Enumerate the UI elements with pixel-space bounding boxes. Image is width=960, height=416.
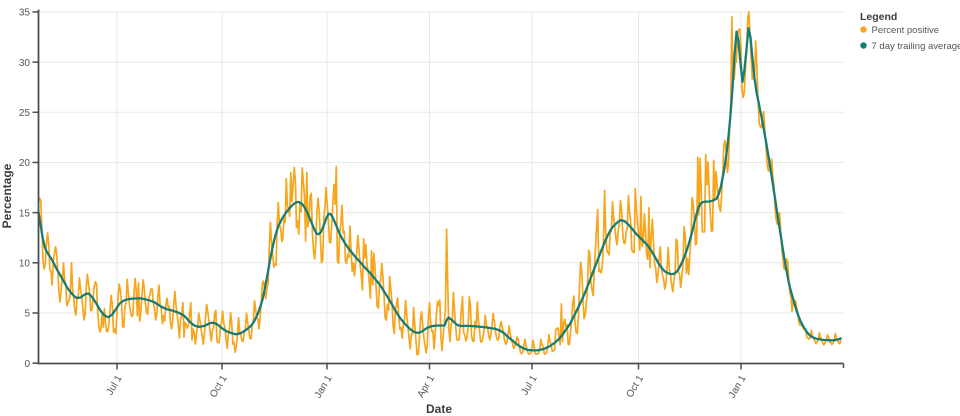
svg-text:0: 0	[24, 359, 30, 370]
svg-text:10: 10	[19, 259, 31, 270]
svg-text:20: 20	[19, 158, 31, 169]
svg-text:15: 15	[19, 208, 31, 219]
svg-text:Legend: Legend	[860, 11, 897, 23]
svg-text:Jul 1: Jul 1	[520, 373, 540, 397]
svg-text:Apr 1: Apr 1	[416, 373, 438, 400]
svg-text:Percentage: Percentage	[0, 163, 14, 228]
svg-text:7 day trailing average: 7 day trailing average	[872, 41, 960, 52]
svg-text:Percent positive: Percent positive	[872, 25, 940, 36]
svg-text:Jan 1: Jan 1	[313, 373, 335, 400]
svg-text:30: 30	[19, 58, 31, 69]
svg-text:5: 5	[24, 309, 30, 320]
svg-text:35: 35	[19, 8, 31, 19]
svg-text:25: 25	[19, 108, 31, 119]
svg-text:Oct 1: Oct 1	[208, 373, 230, 400]
svg-text:Oct 1: Oct 1	[625, 373, 647, 400]
svg-text:Jan 1: Jan 1	[727, 373, 749, 400]
svg-text:Jul 1: Jul 1	[105, 373, 125, 397]
svg-text:Date: Date	[426, 402, 452, 416]
